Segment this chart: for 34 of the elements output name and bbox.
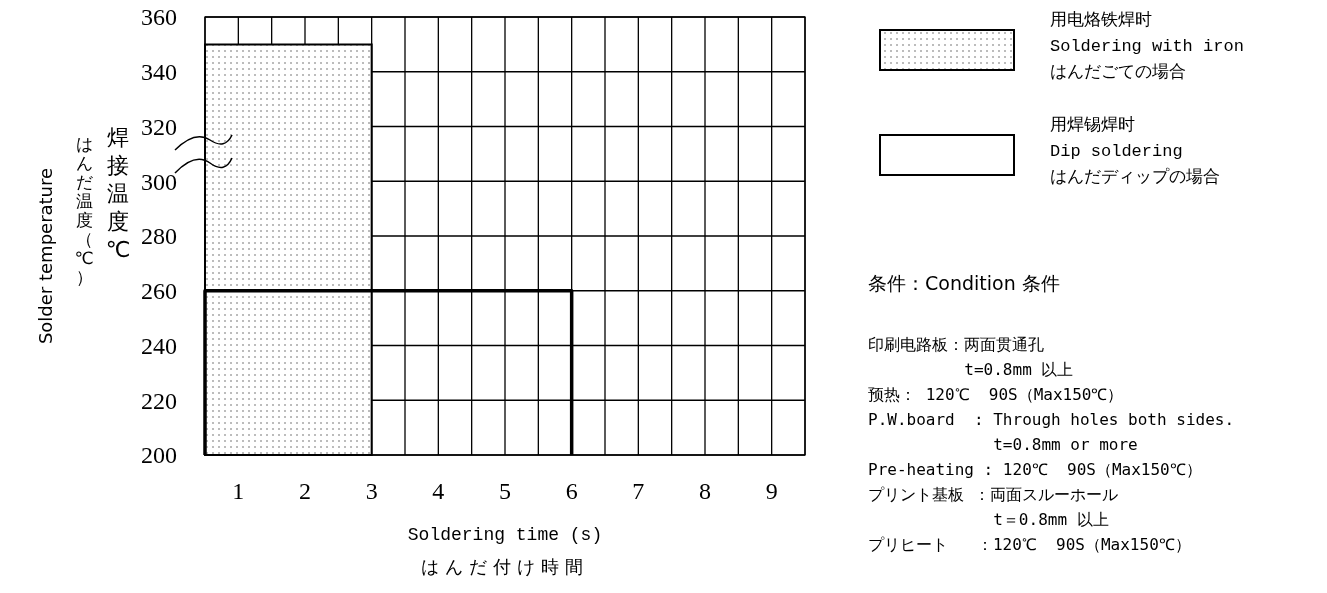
y-tick-label: 260 [141, 278, 177, 305]
text: 印刷电路板：两面贯通孔 [868, 335, 1044, 354]
text: プリント基板 ：両面スルーホール [868, 485, 1118, 504]
text: Pre-heating : 120℃ 90S（Max150℃） [868, 460, 1202, 479]
y-tick-label: 200 [141, 442, 177, 469]
y-tick-label: 300 [141, 168, 177, 195]
x-tick-label: 6 [565, 478, 578, 504]
x-tick-label: 4 [432, 478, 445, 504]
text: 焊接温度℃ [105, 125, 131, 262]
text: プリヒート ：120℃ 90S（Max150℃） [868, 535, 1191, 554]
y-tick-label: 320 [141, 113, 177, 140]
x-tick-label: 3 [365, 478, 378, 504]
x-tick-label: 9 [765, 478, 778, 504]
text: 预热： 120℃ 90S（Max150℃） [868, 385, 1124, 404]
text: t=0.8mm or more [868, 435, 1138, 454]
y-tick-label: 340 [141, 59, 177, 86]
x-tick-label: 8 [699, 478, 711, 504]
text: 用焊锡焊时 Dip soldering はんだディップの場合 [1050, 114, 1220, 186]
x-tick-label: 5 [499, 478, 511, 504]
text: 条件：Condition 条件 [868, 272, 1060, 294]
x-tick-label: 7 [632, 478, 645, 504]
x-axis-title: Soldering time (s) はんだ付け時間 [407, 525, 603, 577]
y-axis-title: Solder temperature [35, 167, 56, 345]
y-tick-label: 360 [141, 4, 177, 31]
text: t=0.8mm 以上 [868, 360, 1074, 379]
y-tick-label: 240 [141, 332, 177, 359]
text: t＝0.8mm 以上 [868, 510, 1109, 529]
x-tick-label: 2 [299, 478, 311, 504]
text: 用电烙铁焊时 Soldering with iron はんだごての場合 [1050, 9, 1244, 81]
text: P.W.board : Through holes both sides. [868, 410, 1235, 429]
y-tick-label: 220 [141, 387, 177, 414]
text: はんだ温度（℃） [74, 134, 94, 287]
x-tick-label: 1 [232, 478, 245, 504]
y-tick-label: 280 [141, 223, 177, 250]
